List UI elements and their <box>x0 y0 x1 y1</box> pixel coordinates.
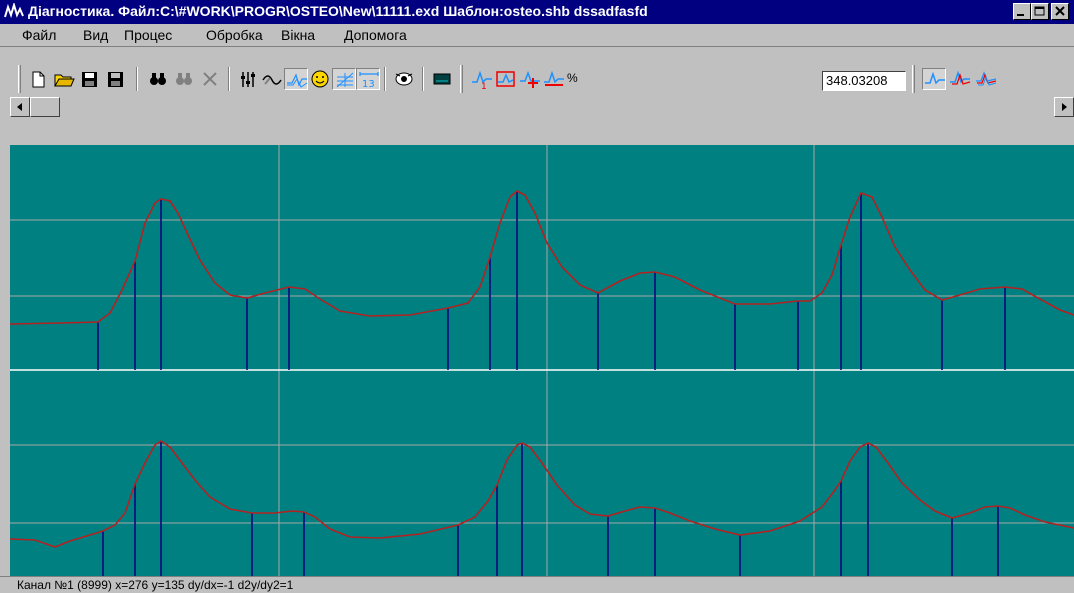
channel-1-curve <box>10 190 1074 325</box>
svg-text:1: 1 <box>481 82 487 90</box>
svg-text:13: 13 <box>362 79 375 90</box>
minimize-button[interactable] <box>1013 3 1031 20</box>
range-button[interactable]: 13 <box>356 68 380 90</box>
peak-one-icon: 1 <box>472 70 492 92</box>
scroll-right-button[interactable] <box>1054 97 1074 117</box>
peak-1-button[interactable]: 1 <box>470 68 494 92</box>
toolbar-grip[interactable] <box>912 65 915 93</box>
new-file-icon <box>32 71 45 88</box>
percent-input[interactable]: 348.03208 <box>822 71 906 91</box>
smiley-icon <box>311 70 329 88</box>
status-bar: Канал №1 (8999) x=276 y=135 dy/dx=-1 d2y… <box>0 576 1074 593</box>
maximize-button[interactable] <box>1031 3 1049 20</box>
channel-2-curve <box>10 440 1074 548</box>
grid-button[interactable] <box>332 68 356 90</box>
smiley-button[interactable] <box>308 68 332 90</box>
arrow-right-icon <box>1062 103 1067 111</box>
monitor-icon <box>433 73 451 85</box>
signal-plot-area[interactable] <box>10 145 1074 577</box>
open-folder-icon <box>54 74 75 87</box>
toolbar-separator <box>384 67 386 91</box>
app-logo-icon <box>4 3 24 19</box>
close-icon <box>1055 6 1065 16</box>
grid-lines-icon <box>336 72 354 88</box>
menu-help[interactable]: Допомога <box>344 27 407 43</box>
settings-button[interactable] <box>236 68 260 90</box>
scroll-left-button[interactable] <box>10 97 30 117</box>
window-title: Діагностика. Файл:C:\#WORK\PROGR\OSTEO\N… <box>28 3 648 19</box>
save-as-button[interactable] <box>104 68 128 90</box>
wave-mode-3-button[interactable] <box>974 68 998 90</box>
view-button[interactable] <box>392 68 416 90</box>
peak-add-button[interactable] <box>518 68 542 90</box>
wave-triple-icon <box>976 71 997 86</box>
wave-double-icon <box>950 70 971 85</box>
new-file-button[interactable] <box>26 68 50 90</box>
plot-grid <box>10 145 1074 577</box>
binoculars-icon <box>150 73 166 85</box>
find-button[interactable] <box>146 68 170 90</box>
minimize-icon <box>1017 14 1024 16</box>
menu-view[interactable]: Вид <box>83 27 109 43</box>
horizontal-scrollbar[interactable] <box>10 97 1074 117</box>
menu-process[interactable]: Процес <box>124 27 173 43</box>
scroll-thumb[interactable] <box>30 97 60 117</box>
toolbar-separator <box>422 67 424 91</box>
menu-processing[interactable]: Обробка <box>206 27 263 43</box>
status-text: Канал №1 (8999) x=276 y=135 dy/dx=-1 d2y… <box>17 578 294 592</box>
channel-2-markers <box>102 441 999 577</box>
peak-box-icon <box>496 71 515 87</box>
menu-bar: Файл Вид Процес Обробка Вікна Допомога <box>0 24 1074 47</box>
wave-tool-icon <box>262 75 282 85</box>
peak-box-button[interactable] <box>494 68 518 90</box>
range-numbers-icon: 13 <box>359 72 379 90</box>
delete-icon <box>203 72 217 86</box>
channel-1-markers <box>97 191 1006 370</box>
toolbar-grip[interactable] <box>460 65 463 93</box>
wave-mode-1-button[interactable] <box>922 68 946 90</box>
peak-baseline-icon <box>544 70 564 86</box>
monitor-button[interactable] <box>430 68 454 90</box>
arrow-left-icon <box>17 103 22 111</box>
toolbar-grip[interactable] <box>18 65 21 93</box>
menu-file[interactable]: Файл <box>22 27 57 43</box>
left-frame <box>0 145 10 577</box>
measure-button[interactable] <box>260 68 284 90</box>
peak-plus-icon <box>520 70 540 88</box>
toolbar-separator <box>136 67 138 91</box>
title-bar: Діагностика. Файл:C:\#WORK\PROGR\OSTEO\N… <box>0 0 1074 24</box>
close-button[interactable] <box>1051 3 1069 20</box>
wave-mode-2-button[interactable] <box>948 68 972 90</box>
eye-icon <box>395 72 413 86</box>
delete-button[interactable] <box>198 68 222 90</box>
menu-windows[interactable]: Вікна <box>281 27 316 43</box>
save-icon <box>82 72 97 87</box>
maximize-icon <box>1034 6 1045 16</box>
binoculars-disabled-icon <box>176 73 192 85</box>
wave-single-icon <box>925 71 945 85</box>
curve-icon <box>287 73 308 88</box>
curve-toggle-button[interactable] <box>284 68 308 90</box>
save-button[interactable] <box>78 68 102 90</box>
find-next-button[interactable] <box>172 68 196 90</box>
save-as-icon <box>108 72 123 87</box>
signal-plot <box>10 145 1074 577</box>
peak-base-button[interactable] <box>542 68 566 90</box>
open-file-button[interactable] <box>52 68 76 90</box>
sliders-icon <box>241 72 255 87</box>
toolbar-separator <box>228 67 230 91</box>
percent-label: % <box>567 71 578 85</box>
